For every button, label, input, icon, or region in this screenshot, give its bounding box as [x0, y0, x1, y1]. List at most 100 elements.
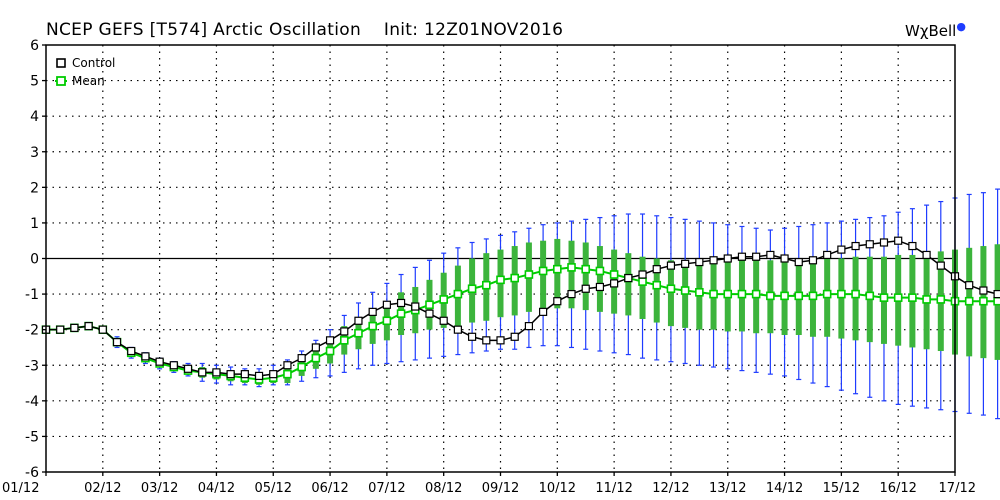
control-marker — [539, 307, 548, 316]
brand-text: WχBell — [905, 22, 957, 40]
mean-marker — [709, 289, 718, 299]
control-marker — [894, 236, 903, 245]
title-text: NCEP GEFS [T574] Arctic Oscillation — [46, 20, 362, 40]
mean-marker — [425, 300, 434, 310]
control-marker — [453, 325, 462, 334]
control-marker — [865, 240, 874, 249]
x-tick-label: 14/12 — [766, 481, 803, 496]
control-marker — [311, 343, 320, 352]
control-marker — [681, 259, 690, 268]
x-tick-label: 09/12 — [482, 481, 519, 496]
x-tick-label: 12/12 — [652, 481, 689, 496]
y-axis: -6 -5 -4 -3 -2 -1 0 1 2 3 4 5 6 — [25, 38, 46, 481]
mean-marker — [695, 288, 704, 297]
mean-marker — [496, 275, 505, 285]
control-marker — [482, 336, 491, 345]
x-tick-label: 08/12 — [425, 481, 462, 496]
y-tick-label: 6 — [30, 38, 39, 54]
control-marker — [908, 241, 917, 251]
x-tick-label: 15/12 — [823, 481, 860, 496]
mean-marker — [510, 273, 520, 283]
x-tick-label: 16/12 — [879, 481, 916, 496]
mean-marker — [794, 291, 804, 301]
control-marker — [340, 327, 349, 336]
spread-box — [625, 253, 632, 316]
mean-marker — [893, 293, 903, 302]
spread-box — [568, 240, 575, 309]
x-tick-label: 06/12 — [311, 481, 348, 496]
brand-logo: WχBell● — [905, 20, 966, 40]
mean-marker — [822, 289, 832, 299]
x-axis: 01/12 02/12 03/12 04/12 05/12 06/12 07/12 08/12… — [2, 472, 976, 496]
control-marker — [510, 332, 519, 341]
mean-marker — [751, 289, 761, 299]
control-marker — [823, 250, 832, 260]
control-marker — [254, 371, 264, 381]
mean-marker — [382, 316, 392, 326]
control-marker — [127, 346, 136, 356]
x-tick-label: 10/12 — [539, 481, 576, 496]
control-marker — [979, 286, 988, 295]
mean-marker — [680, 286, 690, 295]
legend-mean-marker — [56, 76, 66, 86]
control-marker — [652, 265, 661, 274]
mean-marker — [538, 266, 548, 276]
spread-box — [554, 238, 561, 309]
control-marker — [624, 273, 633, 283]
control-marker — [794, 257, 803, 267]
mean-marker — [354, 328, 363, 338]
control-marker — [496, 336, 505, 345]
control-marker — [879, 238, 889, 247]
control-marker — [269, 370, 278, 379]
control-marker — [382, 300, 391, 309]
control-marker — [837, 245, 846, 254]
control-marker — [666, 261, 676, 270]
mean-marker — [311, 353, 321, 363]
y-tick-label: -4 — [25, 394, 39, 410]
y-tick-label: 2 — [30, 180, 39, 196]
mean-marker — [908, 293, 917, 302]
spread-box — [540, 240, 547, 311]
x-tick-label: 03/12 — [141, 481, 178, 496]
control-marker — [297, 354, 306, 363]
mean-marker — [964, 296, 974, 306]
y-tick-label: 0 — [30, 252, 39, 268]
legend-control-marker — [56, 58, 66, 68]
control-marker — [283, 361, 292, 370]
control-marker — [709, 256, 718, 265]
mean-marker — [453, 289, 463, 299]
mean-marker — [638, 277, 647, 286]
control-series — [41, 236, 1000, 381]
control-marker — [766, 250, 775, 260]
control-marker — [695, 257, 704, 267]
mean-marker — [993, 296, 1000, 306]
mean-marker — [368, 321, 377, 331]
control-marker — [808, 256, 818, 265]
control-marker — [965, 281, 974, 290]
control-marker — [425, 309, 434, 318]
mean-marker — [467, 284, 477, 294]
control-marker — [553, 297, 562, 306]
control-marker — [183, 364, 193, 373]
y-tick-label: -3 — [25, 358, 39, 374]
y-tick-label: -1 — [25, 287, 39, 303]
mean-marker — [865, 291, 875, 301]
y-tick-label: -6 — [25, 465, 39, 481]
mean-marker — [325, 346, 335, 356]
mean-marker — [283, 369, 292, 379]
control-marker — [567, 289, 576, 299]
mean-marker — [439, 295, 448, 304]
x-tick-label: 01/12 — [2, 481, 39, 496]
spread-box — [582, 242, 589, 311]
mean-marker — [737, 289, 747, 299]
control-marker — [467, 332, 477, 341]
control-marker — [595, 282, 605, 292]
x-tick-label: 11/12 — [595, 481, 632, 496]
control-marker — [581, 284, 590, 293]
control-marker — [936, 261, 945, 270]
mean-marker — [524, 270, 534, 279]
spread-box — [838, 258, 845, 339]
control-marker — [851, 241, 860, 251]
x-tick-label: 13/12 — [709, 481, 746, 496]
y-tick-label: 1 — [30, 216, 39, 232]
